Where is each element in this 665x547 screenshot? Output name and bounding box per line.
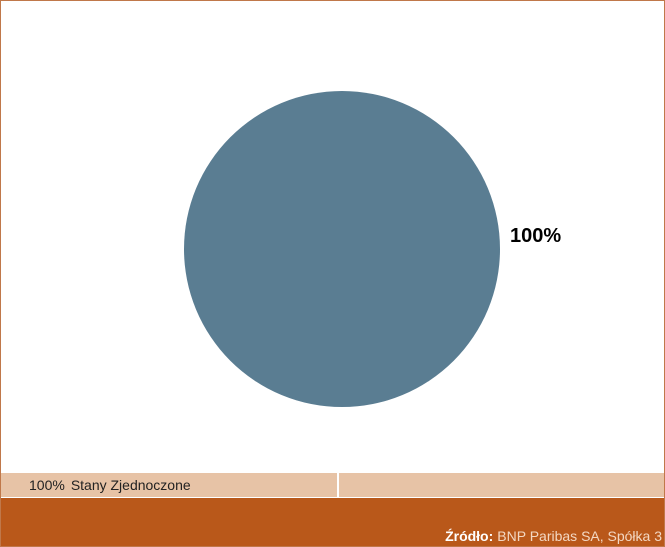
pie-slices: [184, 91, 500, 407]
pie-chart: 100%: [184, 91, 561, 407]
slice-label: 100%: [510, 225, 561, 247]
legend-item: 100% Stany Zjednoczone: [1, 473, 339, 497]
source-bar: Źródło: BNP Paribas SA, Spółka 3: [1, 498, 664, 546]
source-note: Źródło: BNP Paribas SA, Spółka 3: [445, 528, 662, 544]
legend-item-value: 100%: [29, 477, 65, 493]
source-text: BNP Paribas SA, Spółka 3: [497, 528, 662, 544]
pie-slice: [184, 91, 500, 407]
legend: 100% Stany Zjednoczone: [1, 473, 664, 497]
source-label: Źródło:: [445, 528, 494, 544]
legend-item-label: Stany Zjednoczone: [70, 477, 191, 493]
legend-empty-cell: [339, 473, 664, 497]
